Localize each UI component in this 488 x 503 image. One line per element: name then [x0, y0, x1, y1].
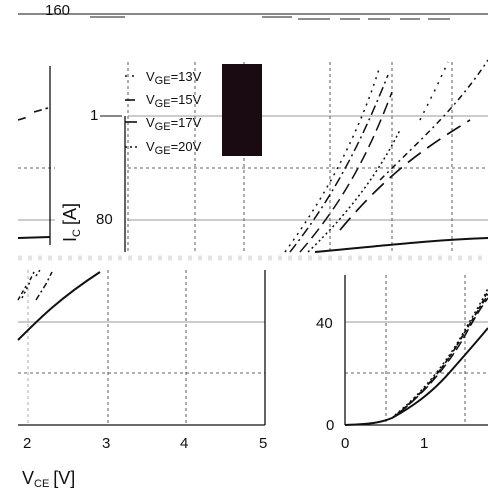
br-curve-dashdot	[397, 293, 488, 415]
svg-text:IC[A]: IC [A]	[60, 203, 83, 242]
bl-curve-solid	[17, 271, 101, 341]
curve-upper-dashdot	[379, 59, 488, 181]
bl-curve-dashed-1	[17, 271, 35, 301]
top-chart-left-fragment-solid	[17, 236, 51, 239]
bl-xtick: 4	[180, 435, 188, 452]
br-curve-longdash	[399, 297, 488, 413]
top-chart-ytick: 1	[90, 107, 98, 124]
curve-vge-17	[299, 91, 393, 253]
top-strip-label: 160	[45, 2, 70, 19]
bl-xtick: 3	[102, 435, 110, 452]
curve-vge-20	[307, 129, 401, 253]
top-strip: 160	[18, 2, 488, 20]
legend-entry-vge-20: VGE=20V	[146, 139, 202, 157]
curve-sparse-dotted	[419, 61, 449, 121]
top-chart-left-fragment-dashed	[17, 107, 49, 121]
bl-grid-dashed	[18, 270, 265, 425]
bottom-left-chart: 2 3 4 5 VCE [V]	[17, 269, 267, 490]
top-chart-ytick: 80	[96, 211, 113, 228]
bl-xlabel: VCE [V]	[22, 468, 75, 490]
legend-entry-vge-17: VGE=17V	[146, 115, 202, 133]
bottom-right-chart: 40 0 0 1	[316, 275, 488, 452]
br-xtick: 0	[341, 435, 349, 452]
xlabel-sub: CE	[34, 478, 49, 490]
bl-xtick: 5	[259, 435, 267, 452]
bl-xtick: 2	[23, 435, 31, 452]
curve-solid	[314, 237, 488, 253]
legend-entry-vge-15: VGE=15V	[146, 92, 202, 110]
curve-upper-longdash	[339, 119, 471, 231]
legend: VGE=13V VGE=15V VGE=17V VGE=20V	[125, 64, 262, 157]
ylabel-sub: C	[71, 229, 83, 237]
bl-curve-dotted	[21, 269, 41, 299]
xlabel-unit: [V]	[53, 468, 75, 488]
top-chart: 1 80 IC[A] VGE=13V VG	[17, 59, 488, 261]
br-ytick: 0	[326, 417, 334, 434]
br-ytick: 40	[316, 315, 333, 332]
top-chart-hgrid-solid	[18, 115, 488, 221]
curve-vge-15	[289, 74, 389, 253]
br-xtick: 1	[420, 435, 428, 452]
top-strip-dashes	[90, 16, 450, 20]
br-curve-dashed	[391, 289, 488, 419]
xlabel-main: V	[22, 468, 34, 488]
ylabel-main: I	[60, 237, 80, 242]
br-curve-solid	[344, 327, 488, 426]
bl-curve-dashdot	[35, 271, 53, 301]
br-grid-dashed	[345, 275, 488, 425]
ylabel-unit: [A]	[60, 203, 80, 225]
br-curve-dotted	[394, 287, 488, 416]
curve-vge-13	[284, 65, 381, 253]
legend-entry-vge-13: VGE=13V	[146, 69, 202, 87]
legend-dark-block	[222, 64, 262, 156]
top-chart-ylabel: IC [A]	[60, 203, 83, 242]
